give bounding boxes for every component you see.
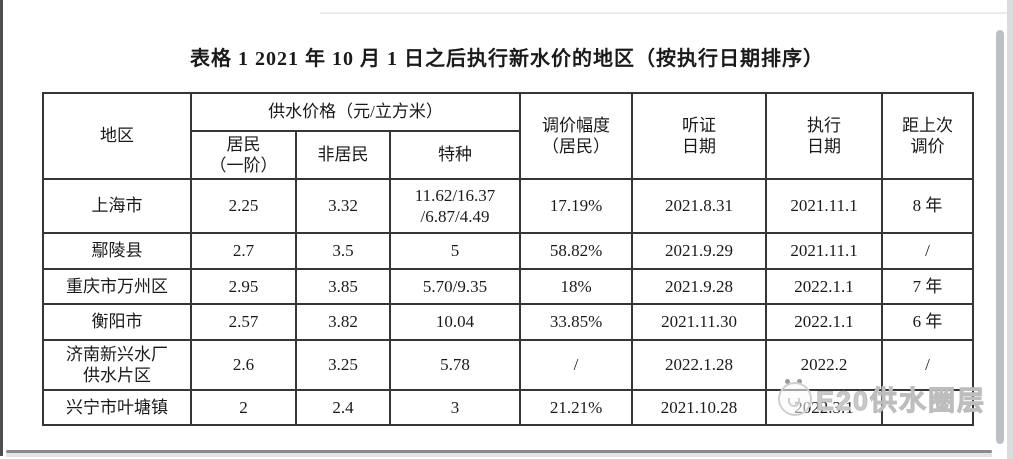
cell-resident-price: 2 [190, 389, 297, 426]
cell-region: 济南新兴水厂 供水片区 [42, 339, 192, 391]
page-right-shadow [1007, 0, 1013, 459]
cell-non-resident-price: 3.5 [295, 232, 391, 270]
col-header-region: 地区 [42, 92, 192, 180]
cell-since-last: / [881, 339, 975, 391]
page-bottom-edge [6, 450, 992, 453]
col-header-resident: 居民 （一阶） [190, 130, 297, 180]
cell-since-last: / [881, 232, 975, 270]
cell-adjustment: 33.85% [519, 303, 634, 341]
cell-non-resident-price: 3.85 [295, 268, 391, 305]
water-price-table: 地区 供水价格（元/立方米） 调价幅度 （居民） 听证 日期 执行 日期 距上次… [42, 92, 975, 426]
header-row-top: 地区 供水价格（元/立方米） 调价幅度 （居民） 听证 日期 执行 日期 距上次… [42, 92, 975, 180]
header-row-sub: 居民 （一阶） 非居民 特种 [43, 130, 973, 180]
col-header-hearing-date: 听证 日期 [631, 92, 768, 180]
cell-hearing-date: 2021.9.28 [631, 268, 768, 305]
table-row: 上海市 2.25 3.32 11.62/16.37 /6.87/4.49 17.… [42, 178, 975, 234]
col-header-adjustment: 调价幅度 （居民） [519, 92, 634, 180]
col-header-execution-date: 执行 日期 [765, 92, 884, 180]
cell-non-resident-price: 3.25 [295, 339, 391, 391]
cell-special-price: 11.62/16.37 /6.87/4.49 [388, 178, 522, 234]
page-top-shadow [320, 12, 1013, 14]
cell-adjustment: 18% [519, 268, 634, 305]
col-header-special: 特种 [388, 130, 522, 180]
cell-resident-price: 2.95 [190, 268, 297, 305]
cell-special-price: 10.04 [388, 303, 522, 341]
cell-adjustment: / [519, 339, 634, 391]
cell-adjustment: 58.82% [519, 232, 634, 270]
cell-resident-price: 2.57 [190, 303, 297, 341]
page-bottom-shadow [6, 453, 992, 457]
cell-hearing-date: 2022.1.28 [631, 339, 768, 391]
cell-hearing-date: 2021.10.28 [631, 389, 768, 426]
col-header-price-group: 供水价格（元/立方米） [189, 92, 522, 132]
cell-since-last: 8 年 [881, 178, 975, 234]
cell-resident-price: 2.7 [190, 232, 297, 270]
cell-region: 衡阳市 [42, 303, 192, 341]
cell-special-price: 5.70/9.35 [388, 268, 522, 305]
vertical-scrollbar[interactable] [996, 30, 1004, 444]
cell-non-resident-price: 3.32 [295, 178, 391, 234]
cell-execution-date: 2022.1.1 [765, 303, 884, 341]
table-row: 衡阳市 2.57 3.82 10.04 33.85% 2021.11.30 20… [42, 303, 975, 341]
table-caption: 表格 1 2021 年 10 月 1 日之后执行新水价的地区（按执行日期排序） [190, 48, 824, 70]
cell-execution-date: 2022.2 [765, 339, 884, 391]
cell-special-price: 5.78 [388, 339, 522, 391]
cell-region: 上海市 [42, 178, 192, 234]
cell-execution-date: 2021.11.1 [765, 232, 884, 270]
cell-region: 重庆市万州区 [42, 268, 192, 305]
cell-region: 鄢陵县 [42, 232, 192, 270]
page-left-edge [0, 0, 3, 456]
cell-since-last: 7 年 [881, 268, 975, 305]
cell-non-resident-price: 3.82 [295, 303, 391, 341]
cell-execution-date: 2022.3.1 [765, 389, 884, 426]
table-row: 济南新兴水厂 供水片区 2.6 3.25 5.78 / 2022.1.28 20… [42, 339, 975, 391]
col-header-since-last: 距上次 调价 [881, 92, 975, 180]
cell-since-last: 6 年 [881, 303, 975, 341]
table-row: 兴宁市叶塘镇 2 2.4 3 21.21% 2021.10.28 2022.3.… [42, 389, 975, 426]
cell-hearing-date: 2021.9.29 [631, 232, 768, 270]
cell-since-last [881, 389, 975, 426]
cell-execution-date: 2021.11.1 [765, 178, 884, 234]
cell-hearing-date: 2021.11.30 [631, 303, 768, 341]
table-row: 重庆市万州区 2.95 3.85 5.70/9.35 18% 2021.9.28… [42, 268, 975, 305]
col-header-non-resident: 非居民 [295, 130, 391, 180]
cell-region: 兴宁市叶塘镇 [42, 389, 192, 426]
cell-resident-price: 2.6 [190, 339, 297, 391]
cell-resident-price: 2.25 [190, 178, 297, 234]
cell-non-resident-price: 2.4 [295, 389, 391, 426]
cell-execution-date: 2022.1.1 [765, 268, 884, 305]
cell-adjustment: 21.21% [519, 389, 634, 426]
cell-adjustment: 17.19% [519, 178, 634, 234]
cell-special-price: 3 [388, 389, 522, 426]
cell-hearing-date: 2021.8.31 [631, 178, 768, 234]
cell-special-price: 5 [388, 232, 522, 270]
table-row: 鄢陵县 2.7 3.5 5 58.82% 2021.9.29 2021.11.1… [42, 232, 975, 270]
